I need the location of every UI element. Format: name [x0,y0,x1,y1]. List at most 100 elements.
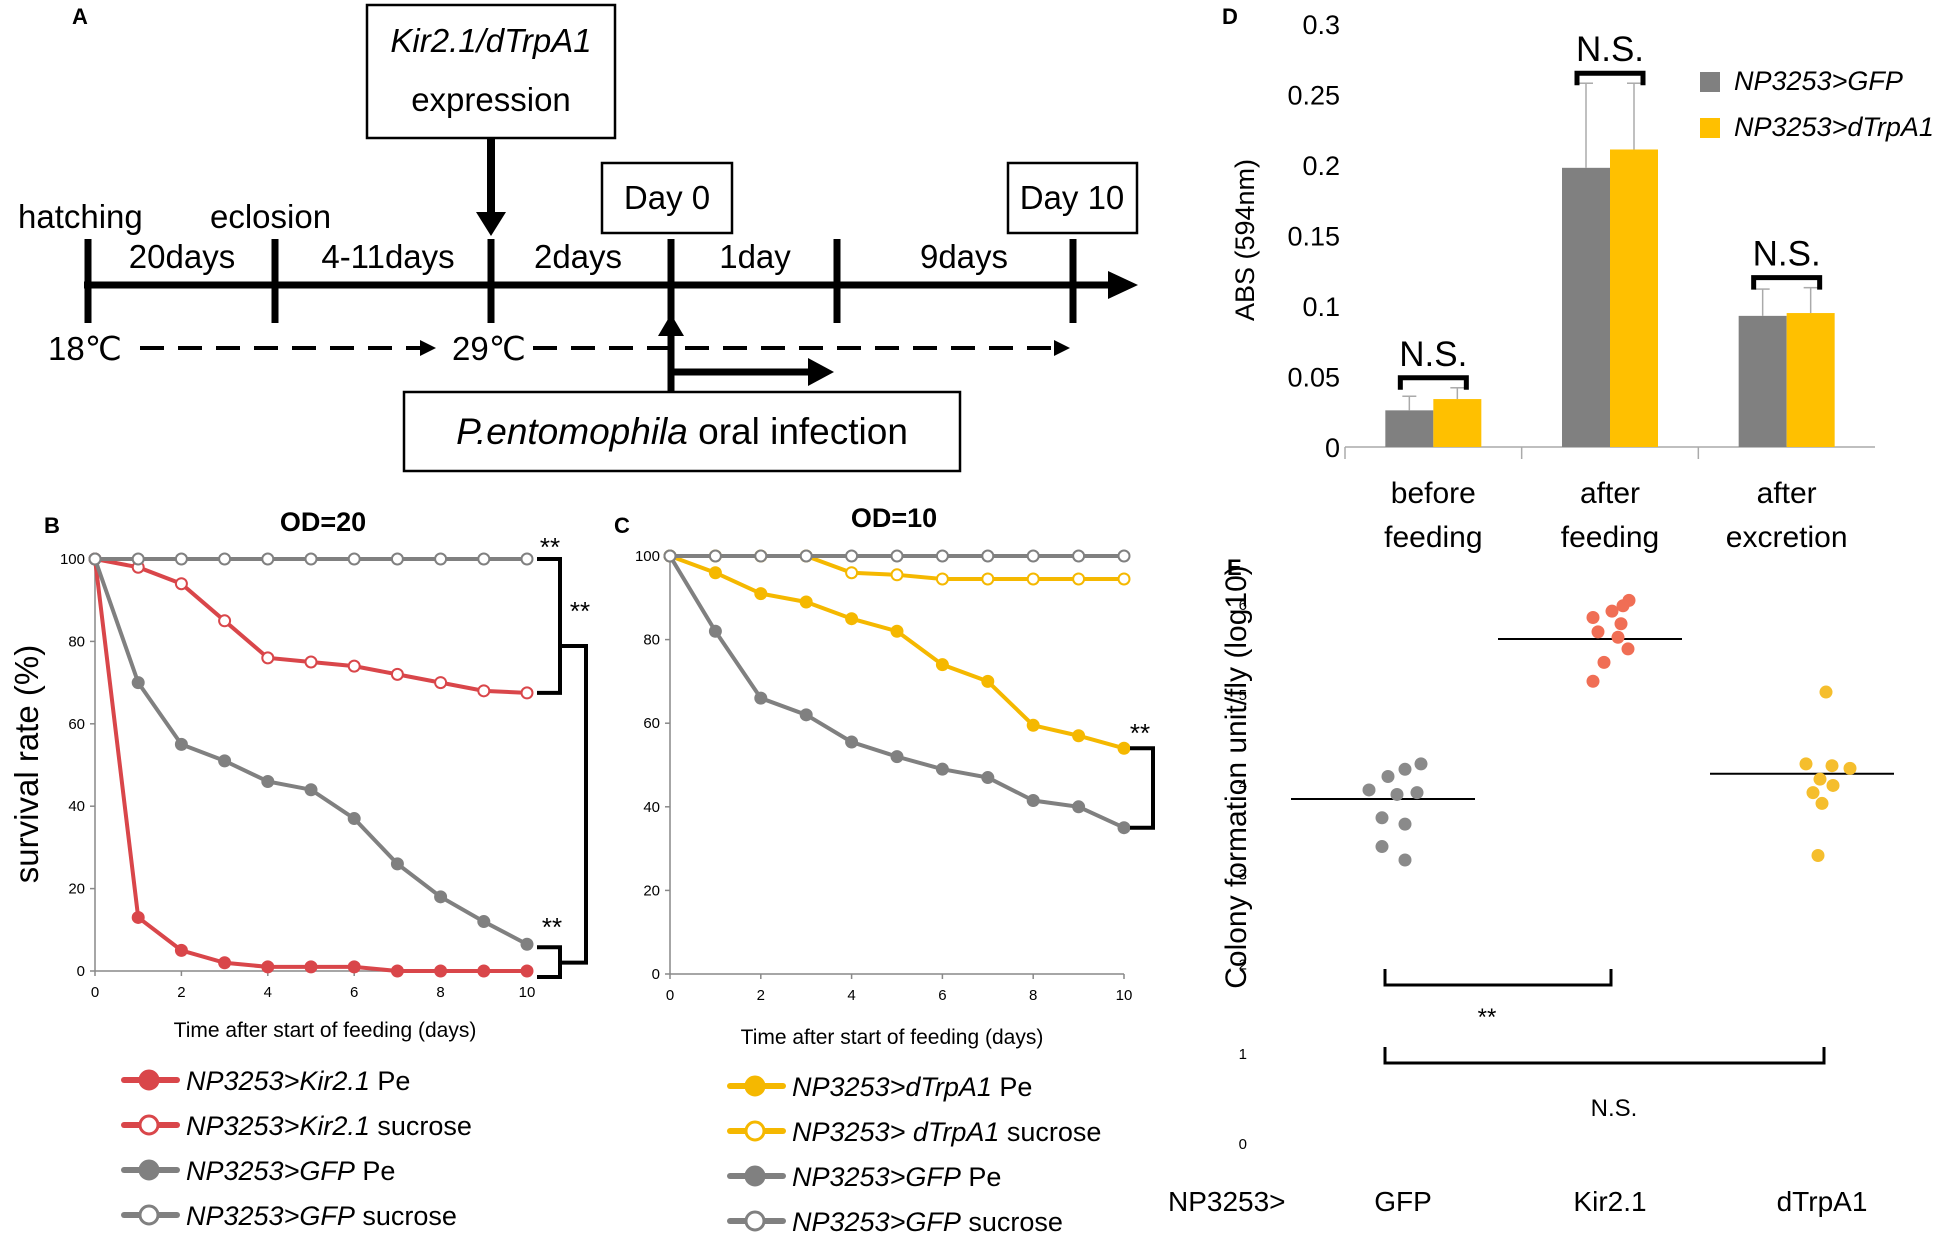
significance-label: ** [540,532,560,562]
legend-swatch [1700,72,1720,92]
significance-label: N.S. [1753,235,1821,274]
y-axis-label: ABS (594nm) [1230,159,1260,321]
duration-label: 1day [719,238,791,275]
data-point [845,566,859,580]
y-tick-label: 0.15 [1287,222,1340,252]
data-point [1117,741,1131,755]
temp-arrowhead [420,340,436,356]
significance-bracket [560,643,588,965]
legend-swatch-marker [744,1120,766,1142]
infection-duration-arrowhead [808,358,834,386]
day10-box [1006,161,1139,235]
x-tick-label: after [1580,477,1640,510]
data-point [390,964,404,978]
data-point [1072,800,1086,814]
data-point [1398,762,1412,776]
data-point [1072,729,1086,743]
y-tick-label: 4 [1239,777,1247,794]
data-point [520,686,534,700]
survival-chart-od20: OD=20 Time after start of feeding (days)… [8,507,590,1231]
x-tick-label: feeding [1561,521,1659,554]
data-point [1799,757,1813,771]
data-point [174,552,188,566]
temp-29-label: 29℃ [452,330,526,367]
legend-label: NP3253>dTrpA1 Pe [792,1072,1032,1102]
significance-bracket [1397,375,1469,390]
significance-label: N.S. [1576,30,1644,69]
data-point [1026,572,1040,586]
significance-bracket [1383,1047,1826,1065]
legend-label: NP3253>Kir2.1 Pe [186,1066,410,1096]
x-tick-label: 2 [757,987,765,1004]
data-point [1414,757,1428,771]
y-tick-label: 2 [1239,956,1247,973]
expression-box-label: expression [411,81,571,118]
significance-bracket [1130,746,1155,830]
x-tick-label: 10 [519,984,536,1001]
x-tick-label: after [1757,477,1817,510]
y-tick-label: 0.05 [1287,363,1340,393]
x-tick-label: 0 [91,984,99,1001]
data-point [304,655,318,669]
data-point [981,572,995,586]
data-point [88,552,102,566]
panel-label-c: C [614,513,630,538]
data-point [1072,549,1086,563]
legend-label: NP3253>GFP sucrose [186,1201,457,1231]
data-point [981,549,995,563]
y-tick-label: 5 [1239,687,1247,704]
legend-swatch-marker [744,1075,766,1097]
data-point [708,549,722,563]
data-point [434,552,448,566]
data-point [799,595,813,609]
chart-title: OD=10 [851,503,937,533]
data-point [1026,794,1040,808]
data-point [347,812,361,826]
data-point [1398,853,1412,867]
bar [1433,399,1482,447]
expression-box-gene: Kir2.1/dTrpA1 [390,22,591,59]
y-tick-label: 3 [1239,867,1247,884]
expression-arrowhead [476,212,506,236]
legend-swatch-marker [138,1204,160,1226]
data-point [390,667,404,681]
data-point [174,943,188,957]
y-tick-label: 40 [68,798,85,815]
y-tick-label: 0.2 [1302,151,1340,181]
significance-label: ** [1478,1004,1497,1031]
significance-bracket [1574,70,1646,86]
data-point [477,684,491,698]
series-line [669,554,1125,751]
data-point [218,552,232,566]
data-point [1117,572,1131,586]
data-point [1826,778,1840,792]
x-tick-label: 6 [938,987,946,1004]
eclosion-label: eclosion [210,198,331,235]
y-tick-label: 0 [1325,433,1340,463]
data-point [1825,759,1839,773]
y-tick-label: 0.3 [1302,10,1340,40]
y-tick-label: 80 [643,632,660,649]
bar [1562,167,1610,447]
legend-swatch-marker [744,1165,766,1187]
x-tick-label: dTrpA1 [1777,1186,1868,1217]
panel-label-b: B [44,513,60,538]
chart-title: OD=20 [280,507,366,537]
y-tick-label: 0.1 [1302,292,1340,322]
data-point [1843,761,1857,775]
data-point [845,735,859,749]
data-point [434,676,448,690]
y-tick-label: 60 [68,716,85,733]
data-point [174,737,188,751]
data-point [434,964,448,978]
legend-swatch-marker [138,1069,160,1091]
y-tick-label: 0 [652,966,660,983]
data-point [799,549,813,563]
data-point [218,754,232,768]
legend-swatch-marker [138,1114,160,1136]
y-axis-label: survival rate (%) [8,645,45,883]
data-point [935,658,949,672]
data-point [304,783,318,797]
data-point [520,937,534,951]
